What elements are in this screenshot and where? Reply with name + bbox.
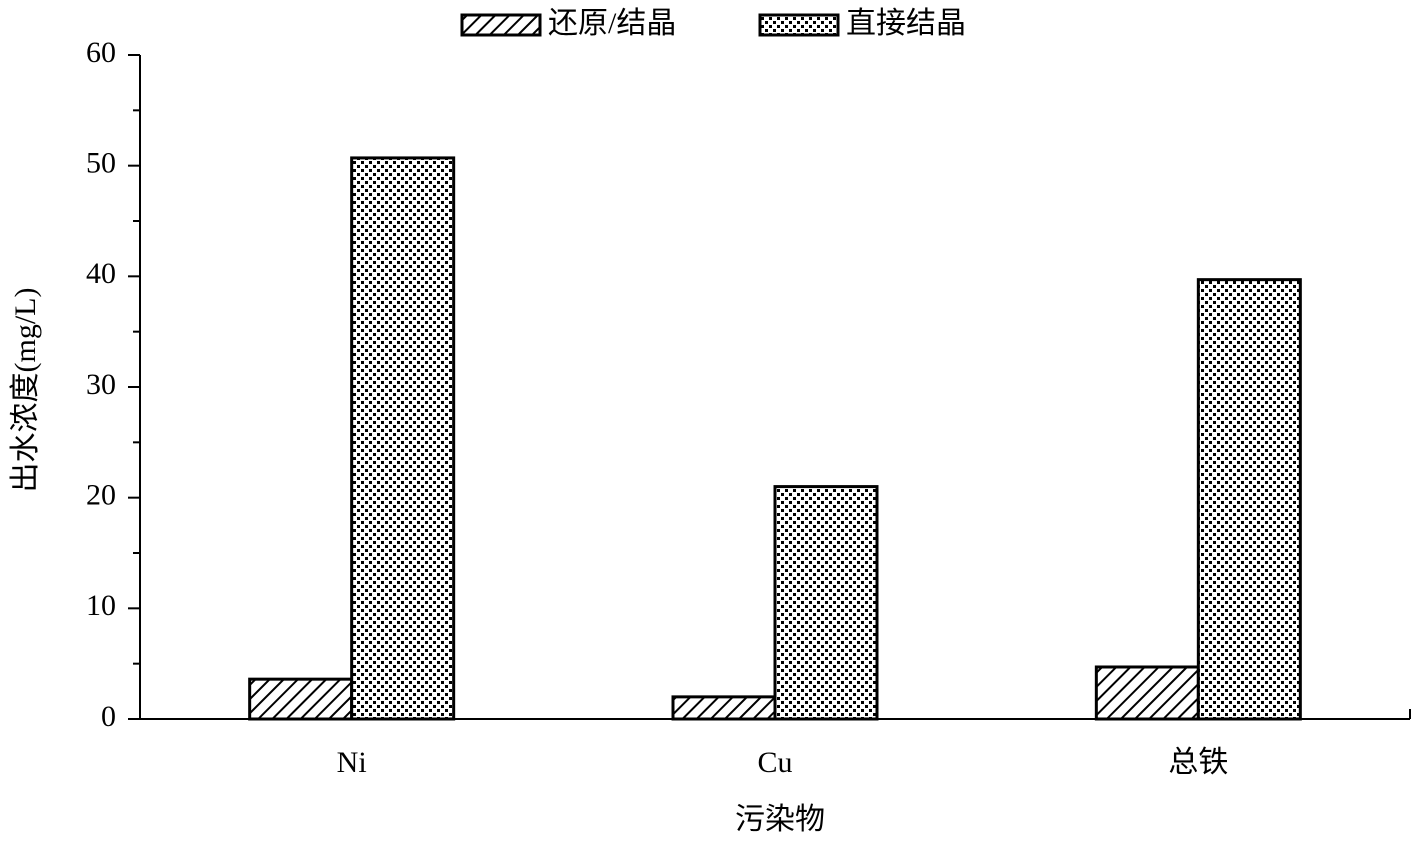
y-tick-label: 60 [86,36,116,69]
x-tick-label: Ni [337,746,367,779]
x-tick-label: Cu [757,746,792,779]
x-tick-label: 总铁 [1168,746,1228,779]
y-tick-label: 0 [101,700,116,733]
y-tick-label: 40 [86,257,116,290]
y-tick-label: 10 [86,589,116,622]
legend-label: 直接结晶 [846,7,966,40]
bar [1094,665,1200,721]
bar [350,156,456,721]
y-tick-label: 50 [86,147,116,180]
bar [248,677,354,721]
legend-swatch [460,13,542,37]
bar [671,695,777,721]
y-tick-label: 20 [86,479,116,512]
y-axis-label: 出水浓度(mg/L) [9,288,42,493]
legend-label: 还原/结晶 [548,7,676,40]
y-tick-label: 30 [86,368,116,401]
x-axis-label: 污染物 [735,803,825,836]
legend-swatch [758,13,840,37]
bar [1196,278,1302,721]
bar [773,485,879,721]
